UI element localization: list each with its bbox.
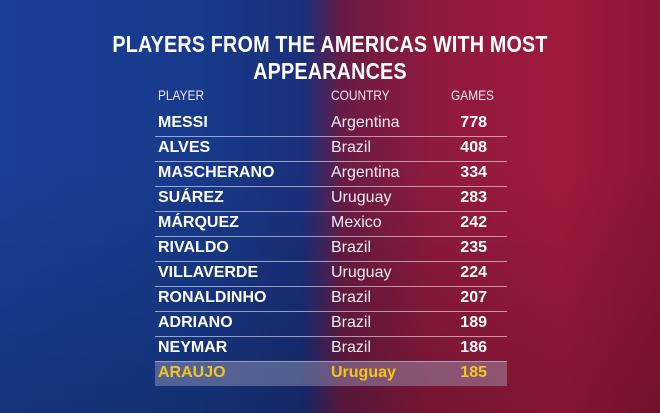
- player-country: Uruguay: [331, 189, 392, 206]
- player-name: ARAUJO: [158, 364, 226, 381]
- player-games: 207: [460, 289, 487, 306]
- player-name: RONALDINHO: [158, 289, 267, 306]
- table-row: ALVES Brazil 408: [155, 136, 507, 162]
- player-name: MASCHERANO: [158, 164, 275, 181]
- player-name: MÁRQUEZ: [158, 214, 239, 231]
- player-games: 283: [460, 189, 487, 206]
- player-name: ALVES: [158, 139, 211, 156]
- player-country: Uruguay: [331, 364, 396, 381]
- player-games: 224: [460, 264, 487, 281]
- table-row: MASCHERANO Argentina 334: [155, 161, 507, 187]
- player-country: Mexico: [331, 214, 382, 231]
- header-games: GAMES: [451, 87, 494, 103]
- player-games: 185: [460, 364, 487, 381]
- player-country: Brazil: [331, 314, 372, 331]
- player-games: 189: [460, 314, 487, 331]
- player-country: Brazil: [331, 239, 372, 256]
- table-row: RONALDINHO Brazil 207: [155, 286, 507, 312]
- page-title: PLAYERS FROM THE AMERICAS WITH MOST APPE…: [112, 31, 548, 84]
- player-country: Argentina: [331, 164, 400, 181]
- player-name: ADRIANO: [158, 314, 233, 331]
- player-country: Uruguay: [331, 264, 392, 281]
- player-name: SUÁREZ: [158, 189, 224, 206]
- player-name: RIVALDO: [158, 239, 229, 256]
- table-row: ARAUJO Uruguay 185: [155, 361, 507, 386]
- player-country: Brazil: [331, 339, 372, 356]
- player-games: 235: [460, 239, 487, 256]
- table-row: NEYMAR Brazil 186: [155, 336, 507, 362]
- table-row: ADRIANO Brazil 189: [155, 311, 507, 337]
- player-games: 186: [460, 339, 487, 356]
- player-name: MESSI: [158, 114, 208, 131]
- header-player: PLAYER: [158, 87, 205, 103]
- player-games: 408: [460, 139, 487, 156]
- player-games: 334: [460, 164, 487, 181]
- table-row: MÁRQUEZ Mexico 242: [155, 211, 507, 237]
- table-row: SUÁREZ Uruguay 283: [155, 186, 507, 212]
- table-row: VILLAVERDE Uruguay 224: [155, 261, 507, 287]
- player-name: VILLAVERDE: [158, 264, 259, 281]
- player-country: Argentina: [331, 114, 400, 131]
- table-row: MESSI Argentina 778: [155, 111, 507, 137]
- player-games: 778: [460, 114, 487, 131]
- player-country: Brazil: [331, 139, 372, 156]
- table-row: RIVALDO Brazil 235: [155, 236, 507, 262]
- header-country: COUNTRY: [331, 87, 390, 103]
- player-name: NEYMAR: [158, 339, 228, 356]
- player-country: Brazil: [331, 289, 372, 306]
- player-games: 242: [460, 214, 487, 231]
